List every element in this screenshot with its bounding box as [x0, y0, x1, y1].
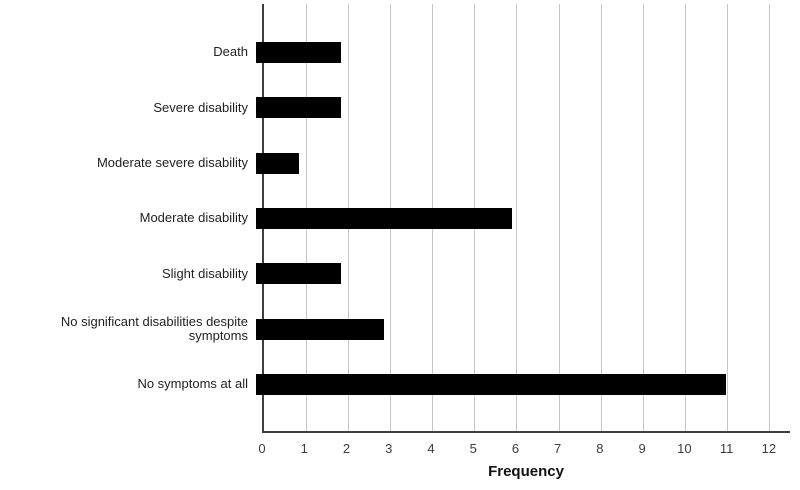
bar-track [256, 80, 790, 135]
bar-row: Death [0, 25, 790, 80]
x-tick-label: 1 [300, 441, 308, 456]
bar-row: Slight disability [0, 246, 790, 301]
gridline [558, 4, 560, 431]
bar [256, 152, 299, 174]
category-label: Moderate severe disability [96, 155, 248, 171]
x-axis-title: Frequency [488, 463, 564, 480]
bar [256, 207, 513, 229]
gridline [642, 4, 644, 431]
category-label: Severe disability [153, 99, 248, 115]
bar-row: Moderate severe disability [0, 136, 790, 191]
bar-track [256, 191, 790, 246]
bar-row: Moderate disability [0, 191, 790, 246]
bar-row: No significant disabilities despite symp… [0, 301, 790, 356]
bar-row: Severe disability [0, 80, 790, 135]
category-label: No symptoms at all [137, 376, 248, 392]
x-tick-label: 0 [258, 441, 266, 456]
bar-track [256, 301, 790, 356]
x-tick-label: 12 [761, 441, 777, 456]
bar [256, 373, 726, 395]
category-label: Slight disability [162, 265, 248, 281]
x-tick-label: 8 [596, 441, 604, 456]
bar-track [256, 357, 790, 412]
x-tick-label: 4 [427, 441, 435, 456]
bar [256, 42, 342, 64]
gridline [600, 4, 602, 431]
bar-row: No symptoms at all [0, 357, 790, 412]
x-tick-label: 6 [511, 441, 520, 456]
x-tick-label: 11 [719, 441, 734, 456]
gridline [768, 4, 770, 431]
x-tick-label: 5 [469, 441, 477, 456]
x-tick-label: 3 [385, 441, 393, 456]
category-label: Moderate disability [139, 210, 248, 226]
x-tick-label: 2 [342, 441, 351, 456]
x-axis-ticks: 0 1 2 3 4 5 6 7 8 9 10 11 12 [258, 441, 790, 457]
bar-track [256, 136, 790, 191]
x-tick-label: 10 [677, 441, 692, 456]
category-label: Death [213, 44, 248, 60]
bar [256, 318, 385, 340]
x-tick-label: 7 [554, 441, 562, 456]
bar [256, 97, 342, 119]
gridline [684, 4, 686, 431]
bar-track [256, 25, 790, 80]
category-label: No significant disabilities despite symp… [60, 313, 248, 344]
gridline [726, 4, 728, 431]
x-tick-label: 9 [638, 441, 646, 456]
gridline [516, 4, 518, 431]
bar-track [256, 246, 790, 301]
bar-rows: Death Severe disability Moderate severe di… [0, 4, 790, 433]
bar [256, 263, 342, 285]
